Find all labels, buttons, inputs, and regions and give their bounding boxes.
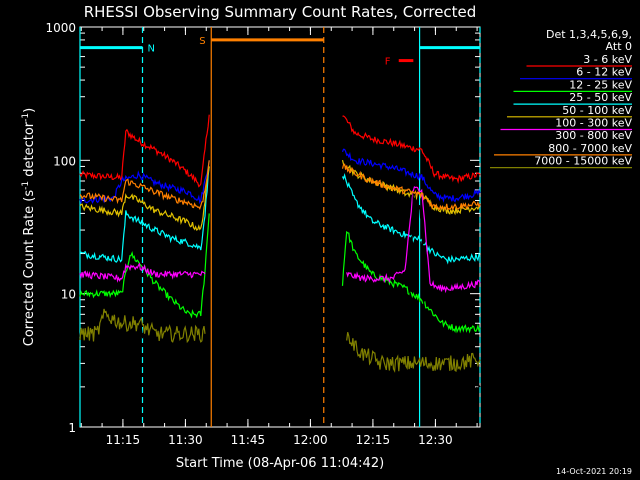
legend-entry-label: 3 - 6 keV — [583, 53, 632, 66]
interval-markers — [79, 27, 481, 427]
y-axis: 1 10 100 1000 — [45, 21, 480, 435]
legend-entry-label: 12 - 25 keV — [569, 78, 632, 91]
legend-entry-label: 800 - 7000 keV — [548, 142, 632, 155]
legend-header-1: Det 1,3,4,5,6,9, — [546, 28, 632, 41]
y-tick-label: 1 — [68, 421, 76, 435]
legend-header-2: Att 0 — [606, 40, 632, 53]
series-line-5-pre — [79, 262, 206, 283]
x-tick-label: 11:30 — [168, 433, 203, 447]
series-line-7-post — [341, 163, 481, 212]
x-tick-label: 12:15 — [356, 433, 391, 447]
series-line-7-pre — [79, 160, 210, 210]
series-line-4-pre — [79, 166, 210, 231]
legend-entry-label: 300 - 800 keV — [555, 129, 632, 142]
series-line-3-post — [341, 173, 481, 265]
legend-entry-label: 7000 - 15000 keV — [534, 155, 632, 168]
series-line-8-pre — [79, 308, 206, 344]
chart-title: RHESSI Observing Summary Count Rates, Co… — [84, 3, 477, 21]
timestamp: 14-Oct-2021 20:19 — [556, 467, 632, 476]
x-axis: 11:15 11:30 11:45 12:00 12:15 12:30 — [80, 27, 478, 447]
interval-label: N — [148, 44, 155, 55]
x-tick-label: 12:30 — [418, 433, 453, 447]
series-line-1-post — [341, 148, 481, 203]
x-tick-label: 12:00 — [293, 433, 328, 447]
series-line-8-post — [346, 332, 481, 373]
y-tick-label: 10 — [61, 288, 76, 302]
legend-entry-label: 6 - 12 keV — [576, 66, 632, 79]
legend-entry-label: 25 - 50 keV — [569, 91, 632, 104]
series-line-2-post — [341, 230, 481, 334]
series-line-0-pre — [79, 114, 210, 188]
interval-label: F — [385, 57, 391, 68]
series-line-6-pre — [79, 253, 210, 356]
series-lines — [79, 114, 481, 396]
y-tick-label: 1000 — [45, 21, 76, 35]
legend-entry-label: 50 - 100 keV — [562, 104, 632, 117]
observing-intervals: N S F — [80, 36, 480, 68]
x-tick-label: 11:15 — [106, 433, 141, 447]
y-tick-label: 100 — [53, 154, 76, 168]
interval-label: S — [199, 36, 205, 47]
series-line-0-post — [342, 115, 481, 184]
x-axis-label: Start Time (08-Apr-06 11:04:42) — [176, 456, 384, 471]
y-axis-label: Corrected Count Rate (s-1 detector-1) — [21, 108, 37, 346]
legend-entry-label: 100 - 300 keV — [555, 117, 632, 130]
series-line-3-pre — [79, 166, 210, 263]
x-tick-label: 11:45 — [231, 433, 266, 447]
series-line-1-pre — [79, 160, 210, 205]
series-line-5-post — [346, 186, 481, 294]
